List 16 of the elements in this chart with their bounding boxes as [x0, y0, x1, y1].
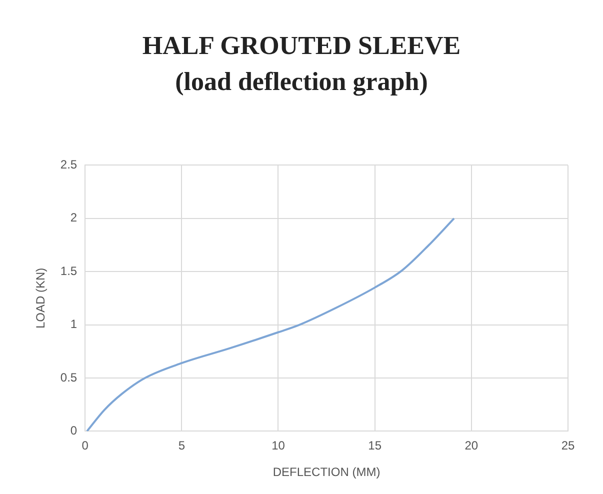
line-series [86, 217, 456, 432]
x-tick-label: 15 [368, 438, 382, 453]
y-tick-label: 0.5 [60, 370, 78, 384]
y-tick-label: 0 [70, 424, 78, 438]
y-tick-label: 2 [70, 210, 78, 225]
x-tick-label: 25 [561, 438, 575, 453]
x-tick-label: 20 [464, 438, 478, 453]
x-tick-label: 0 [82, 438, 89, 453]
chart-title: HALF GROUTED SLEEVE (load deflection graph) [141, 30, 462, 98]
y-tick-label: 1.5 [60, 264, 78, 278]
x-tick-label: 10 [272, 438, 286, 453]
y-tick-label: 2.5 [60, 158, 78, 172]
y-axis-title: LOAD (KN) [34, 268, 48, 329]
x-tick-label: 5 [178, 438, 186, 453]
x-axis-title: DEFLECTION (MM) [272, 465, 380, 480]
y-tick-label: 1 [70, 317, 78, 332]
